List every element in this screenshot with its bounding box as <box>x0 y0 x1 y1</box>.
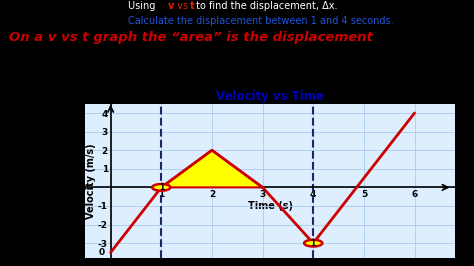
Text: Using: Using <box>128 1 158 11</box>
X-axis label: Time (s): Time (s) <box>248 201 292 211</box>
Text: On a v vs t graph the “area” is the displacement: On a v vs t graph the “area” is the disp… <box>9 31 374 44</box>
Y-axis label: Velocity (m/s): Velocity (m/s) <box>86 143 97 219</box>
Text: Calculate the displacement between 1 and 4 seconds.: Calculate the displacement between 1 and… <box>128 16 393 26</box>
Text: to find the displacement, Δx.: to find the displacement, Δx. <box>193 1 338 11</box>
Text: t: t <box>190 1 194 11</box>
Text: 1: 1 <box>310 239 316 248</box>
Text: 0: 0 <box>99 248 105 257</box>
Polygon shape <box>161 150 263 187</box>
Title: Velocity vs Time: Velocity vs Time <box>216 90 324 103</box>
Text: vs: vs <box>174 1 191 11</box>
Text: 1: 1 <box>159 183 164 192</box>
Text: v: v <box>168 1 174 11</box>
Circle shape <box>304 240 322 247</box>
Circle shape <box>152 184 171 191</box>
